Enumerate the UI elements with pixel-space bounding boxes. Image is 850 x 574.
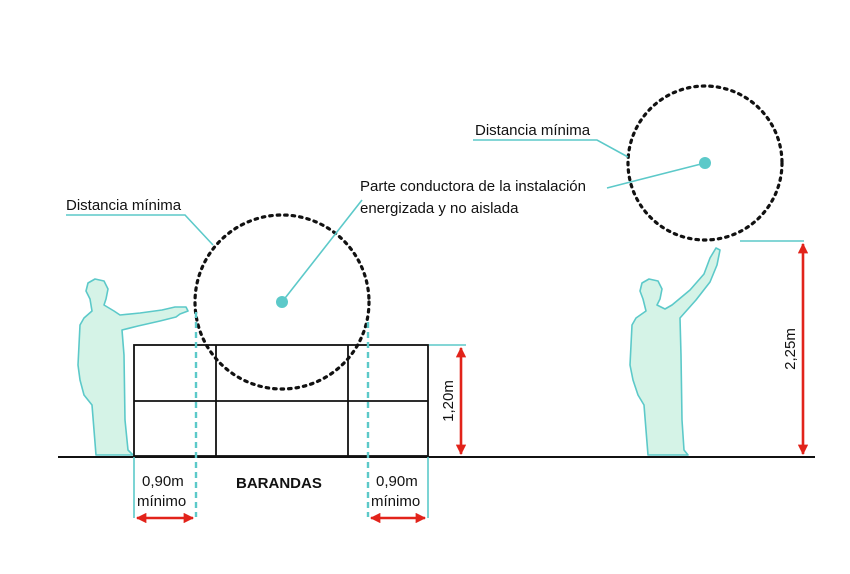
person-reaching-forward-icon <box>77 278 189 456</box>
railing-height-label: 1,20m <box>440 380 457 422</box>
min-distance-circle-left <box>193 213 371 391</box>
right-gap-note: mínimo <box>371 493 420 510</box>
person-reaching-up-icon <box>629 247 721 456</box>
left-gap-note: mínimo <box>137 493 186 510</box>
leader-conductor-right <box>606 162 706 189</box>
railings-label: BARANDAS <box>236 475 322 492</box>
conductor-label-line2: energizada y no aislada <box>360 200 519 217</box>
min-distance-label-right: Distancia mínima <box>475 122 591 139</box>
right-gap-value: 0,90m <box>376 473 418 490</box>
min-distance-circle-right <box>626 84 784 242</box>
leader-min-distance-left <box>66 214 214 246</box>
leader-min-distance-right <box>473 139 629 158</box>
reach-height-label: 2,25m <box>782 328 799 370</box>
min-distance-label-left: Distancia mínima <box>66 197 182 214</box>
railings <box>133 344 429 457</box>
conductor-label-line1: Parte conductora de la instalación <box>360 178 586 195</box>
leader-conductor-left <box>281 199 363 303</box>
left-gap-value: 0,90m <box>142 473 184 490</box>
